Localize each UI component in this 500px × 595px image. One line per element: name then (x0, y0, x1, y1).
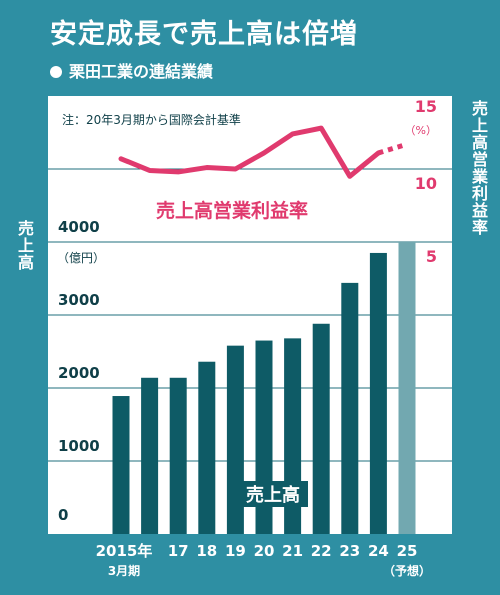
x-tick-sublabel: 3月期 (108, 563, 140, 578)
y-tick-label: 1000 (58, 437, 100, 455)
bar (169, 377, 187, 534)
bar (112, 396, 130, 534)
right-axis-title: 売上高営業利益率 (469, 100, 488, 236)
bar-series-label-bg (238, 481, 308, 507)
x-tick-label: 19 (225, 542, 246, 560)
series-line-forecast (377, 141, 408, 156)
chart-title: 安定成長で売上高は倍増 (50, 19, 358, 50)
x-tick-label: 23 (339, 542, 360, 560)
x-tick-sublabel: （予想） (383, 563, 431, 578)
y-unit-label: （億円） (57, 251, 105, 265)
chart-subtitle: 栗田工業の連結業績 (50, 58, 213, 82)
series-line (118, 125, 381, 179)
y2-unit-label: （%） (405, 124, 437, 137)
x-tick-label: 21 (282, 542, 303, 560)
bar (369, 252, 387, 534)
y2-tick-label: 15 (415, 97, 437, 116)
y-tick-label: 4000 (58, 218, 100, 236)
y-tick-label: 3000 (58, 291, 100, 309)
y2-tick-label: 10 (415, 174, 437, 193)
y-tick-label: 2000 (58, 364, 100, 382)
x-tick-label: 25 (397, 542, 418, 560)
bar (312, 323, 330, 534)
bullet-icon (50, 66, 62, 78)
x-tick-label: 22 (311, 542, 332, 560)
bar (341, 282, 359, 534)
bar-series-label: 売上高 (246, 484, 300, 506)
y2-tick-label: 5 (426, 247, 437, 266)
subtitle-text: 栗田工業の連結業績 (69, 62, 214, 81)
note-text: 注：20年3月期から国際会計基準 (62, 112, 241, 127)
x-tick-label: 17 (168, 542, 189, 560)
x-tick-label: 18 (196, 542, 217, 560)
x-tick-label: 2015年 (96, 542, 153, 560)
y-tick-label: 0 (58, 506, 68, 524)
bar (198, 361, 216, 534)
left-axis-title: 売上高 (15, 220, 34, 271)
x-tick-label: 20 (254, 542, 275, 560)
line-series-label: 売上高営業利益率 (156, 199, 308, 222)
bar (398, 242, 416, 534)
bar (141, 377, 159, 534)
x-tick-label: 24 (368, 542, 389, 560)
